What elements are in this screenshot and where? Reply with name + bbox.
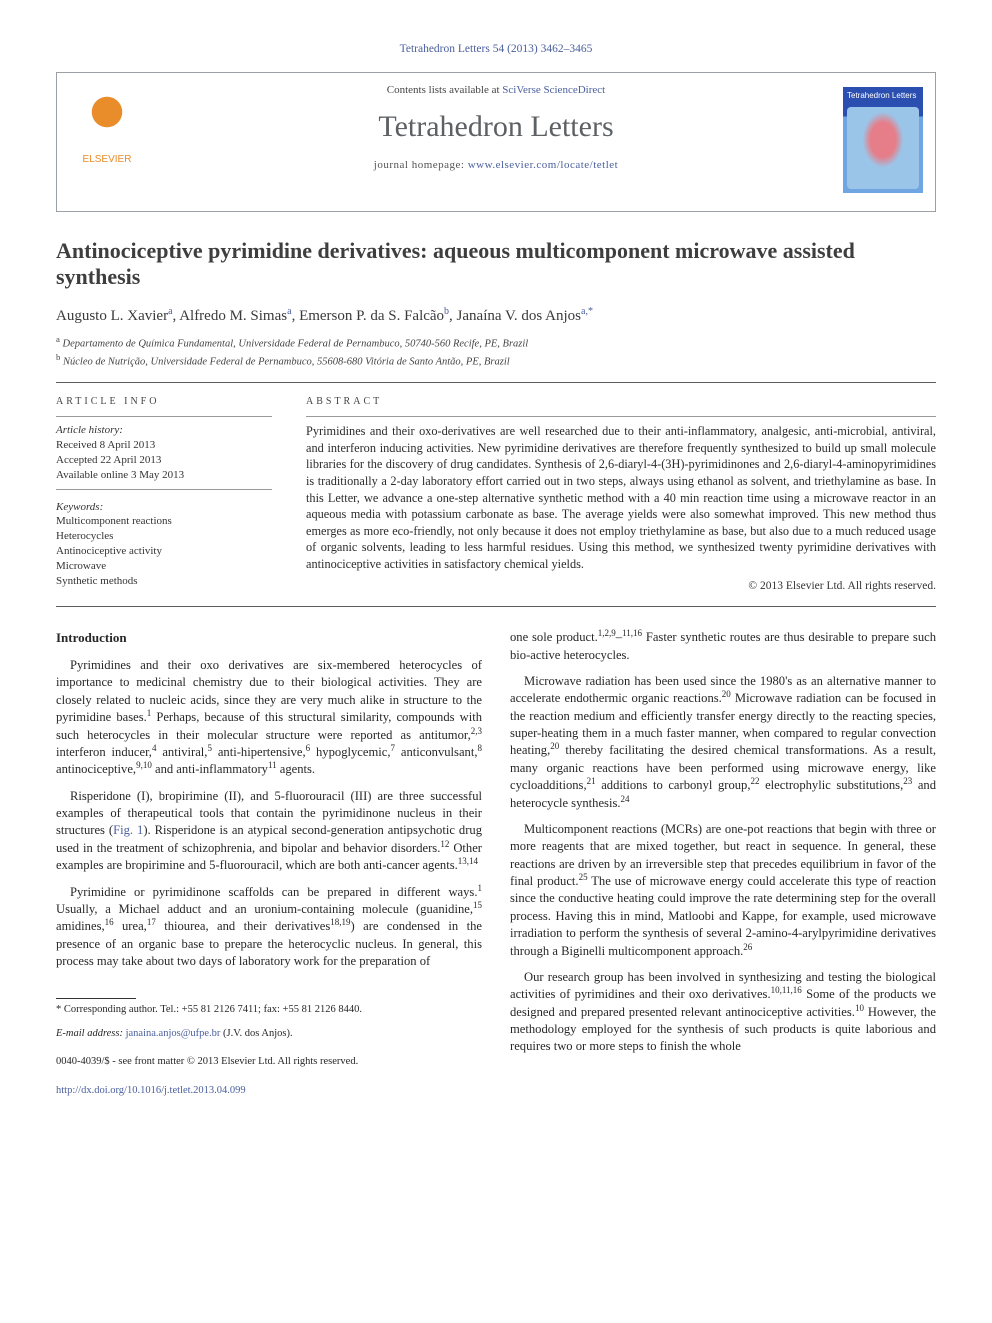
- body-p4: one sole product.1,2,9–11,16 Faster synt…: [510, 629, 936, 664]
- homepage-line: journal homepage: www.elsevier.com/locat…: [71, 158, 921, 173]
- copyright-line: © 2013 Elsevier Ltd. All rights reserved…: [306, 579, 936, 595]
- article-info-block: ARTICLE INFO Article history: Received 8…: [56, 395, 272, 594]
- header-citation: Tetrahedron Letters 54 (2013) 3462–3465: [56, 42, 936, 58]
- contents-prefix: Contents lists available at: [387, 84, 502, 96]
- keyword-line: Antinociceptive activity: [56, 544, 272, 559]
- body-columns: Introduction Pyrimidines and their oxo d…: [56, 629, 936, 1098]
- keywords-label: Keywords:: [56, 500, 272, 515]
- keyword-line: Multicomponent reactions: [56, 514, 272, 529]
- cover-title: Tetrahedron Letters: [847, 91, 919, 102]
- journal-name: Tetrahedron Letters: [71, 107, 921, 148]
- contents-line: Contents lists available at SciVerse Sci…: [71, 83, 921, 98]
- email-label: E-mail address:: [56, 1028, 123, 1039]
- body-p1: Pyrimidines and their oxo derivatives ar…: [56, 657, 482, 779]
- abstract-label: ABSTRACT: [306, 395, 936, 409]
- history-line: Available online 3 May 2013: [56, 468, 272, 483]
- publisher-label: ELSEVIER: [83, 153, 132, 167]
- corr-email: E-mail address: janaina.anjos@ufpe.br (J…: [56, 1027, 482, 1041]
- homepage-prefix: journal homepage:: [374, 159, 468, 171]
- author-list: Augusto L. Xaviera, Alfredo M. Simasa, E…: [56, 305, 936, 326]
- footnote-block: * Corresponding author. Tel.: +55 81 212…: [56, 998, 482, 1098]
- elsevier-logo-icon: ELSEVIER: [69, 91, 145, 183]
- affiliation-b: b Núcleo de Nutrição, Universidade Feder…: [56, 352, 936, 370]
- corr-author-note: * Corresponding author. Tel.: +55 81 212…: [56, 1003, 482, 1017]
- article-title: Antinociceptive pyrimidine derivatives: …: [56, 238, 936, 292]
- affiliation-a: a Departamento de Química Fundamental, U…: [56, 334, 936, 352]
- keyword-line: Microwave: [56, 559, 272, 574]
- affiliations: a Departamento de Química Fundamental, U…: [56, 334, 936, 369]
- issn-line: 0040-4039/$ - see front matter © 2013 El…: [56, 1055, 482, 1069]
- abstract-text: Pyrimidines and their oxo-derivatives ar…: [306, 423, 936, 572]
- figure-link[interactable]: Fig. 1: [113, 823, 143, 837]
- body-p6: Multicomponent reactions (MCRs) are one-…: [510, 821, 936, 960]
- masthead: ELSEVIER Tetrahedron Letters Contents li…: [56, 72, 936, 212]
- body-p5: Microwave radiation has been used since …: [510, 673, 936, 812]
- doi-line: http://dx.doi.org/10.1016/j.tetlet.2013.…: [56, 1084, 482, 1098]
- email-link[interactable]: janaina.anjos@ufpe.br: [126, 1028, 221, 1039]
- history-label: Article history:: [56, 423, 272, 438]
- homepage-link[interactable]: www.elsevier.com/locate/tetlet: [468, 159, 619, 171]
- keyword-line: Heterocycles: [56, 529, 272, 544]
- body-p3: Pyrimidine or pyrimidinone scaffolds can…: [56, 884, 482, 971]
- scidirect-link[interactable]: SciVerse ScienceDirect: [502, 84, 605, 96]
- article-info-label: ARTICLE INFO: [56, 395, 272, 409]
- email-who: (J.V. dos Anjos).: [223, 1028, 293, 1039]
- body-p2: Risperidone (I), bropirimine (II), and 5…: [56, 788, 482, 875]
- intro-heading: Introduction: [56, 629, 482, 647]
- keyword-line: Synthetic methods: [56, 574, 272, 589]
- journal-cover-icon: Tetrahedron Letters: [843, 87, 923, 193]
- abstract-block: ABSTRACT Pyrimidines and their oxo-deriv…: [306, 395, 936, 594]
- doi-link[interactable]: http://dx.doi.org/10.1016/j.tetlet.2013.…: [56, 1085, 246, 1096]
- body-p7: Our research group has been involved in …: [510, 969, 936, 1056]
- history-line: Accepted 22 April 2013: [56, 453, 272, 468]
- history-line: Received 8 April 2013: [56, 438, 272, 453]
